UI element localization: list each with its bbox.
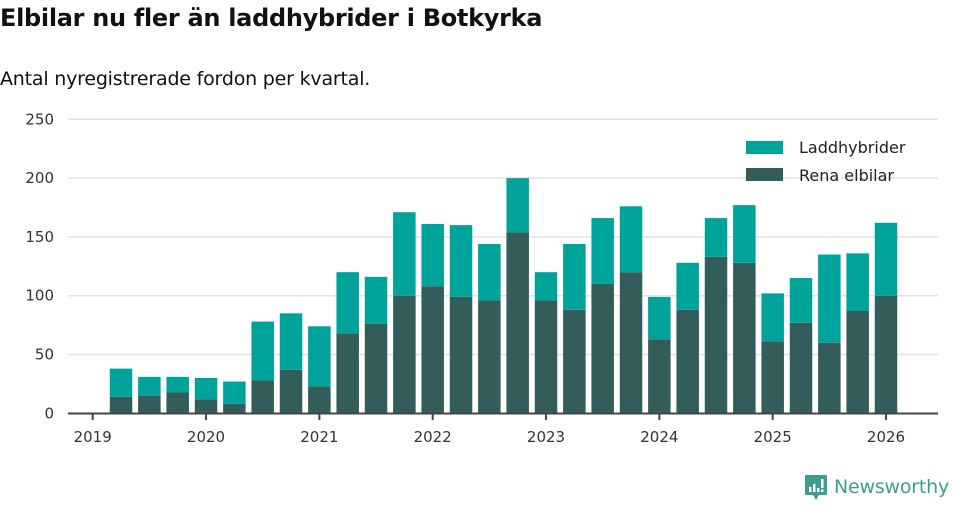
bar-segment	[194, 378, 218, 400]
y-tick-label: 0	[44, 404, 54, 422]
legend-swatch-laddhybrider	[746, 141, 783, 154]
bar-segment	[648, 296, 671, 340]
bar-segment	[364, 276, 388, 324]
bar-segment	[308, 386, 331, 414]
bar-segment	[421, 286, 444, 414]
bar-segment	[138, 376, 161, 396]
bar-segment	[251, 380, 274, 414]
bar-segment	[818, 254, 841, 343]
x-tick-label: 2023	[527, 428, 565, 446]
bar-segment	[279, 313, 303, 370]
x-tick-label: 2022	[414, 428, 452, 446]
y-tick-label: 200	[25, 169, 54, 187]
chart-title: Elbilar nu fler än laddhybrider i Botkyr…	[0, 4, 543, 32]
y-tick-label: 50	[35, 346, 54, 364]
bar-segment	[619, 272, 643, 414]
bar-segment	[591, 283, 614, 414]
bar-segment	[138, 395, 161, 414]
x-tick-label: 2019	[74, 428, 112, 446]
bar-segment	[506, 232, 529, 414]
newsworthy-logo: Newsworthy	[804, 474, 949, 500]
legend-label-rena-elbilar: Rena elbilar	[799, 166, 894, 185]
y-tick-label: 100	[25, 287, 54, 305]
bar-segment	[676, 262, 699, 310]
bar-segment	[761, 293, 784, 342]
x-tick-label: 2025	[754, 428, 792, 446]
x-axis-ticks: 2019 2020 2021 2022 2023 2024 2025 2026	[74, 413, 905, 446]
bar-segment	[393, 295, 416, 414]
legend: Laddhybrider Rena elbilar	[746, 138, 906, 185]
bar-segment	[251, 321, 274, 381]
bar-segment	[534, 300, 558, 414]
bar-segment	[648, 339, 671, 414]
legend-label-laddhybrider: Laddhybrider	[799, 138, 906, 157]
bar-segment	[166, 392, 189, 414]
bar-segment	[818, 342, 841, 414]
x-tick-label: 2021	[300, 428, 338, 446]
bar-segment	[733, 262, 756, 414]
bar-segment	[619, 206, 643, 273]
chart-subtitle: Antal nyregistrerade fordon per kvartal.	[0, 68, 371, 90]
bar-segment	[874, 295, 898, 414]
bar-segment	[308, 326, 331, 387]
bar-segment	[789, 322, 813, 414]
bar-segment	[449, 225, 473, 297]
y-tick-label: 150	[25, 228, 54, 246]
bar-segment	[336, 272, 359, 334]
bar-segment	[364, 323, 388, 414]
bar-segment	[109, 396, 133, 414]
bar-segment	[563, 243, 586, 310]
bar-segment	[534, 272, 558, 301]
bar-segment	[874, 222, 898, 296]
bar-segment	[846, 310, 869, 414]
bar-segment	[789, 278, 813, 323]
bars	[109, 178, 898, 414]
y-axis-labels: 0 50 100 150 200 250	[25, 110, 54, 422]
x-tick-label: 2024	[640, 428, 678, 446]
bar-segment	[109, 368, 133, 397]
bar-segment	[761, 341, 784, 414]
bar-segment	[166, 376, 189, 393]
bar-segment	[393, 212, 416, 296]
bar-segment	[421, 223, 444, 287]
bar-segment	[676, 309, 699, 414]
bar-segment	[733, 205, 756, 263]
bar-segment	[336, 333, 359, 414]
bar-segment	[223, 403, 246, 414]
bar-segment	[846, 253, 869, 311]
newsworthy-logo-text: Newsworthy	[834, 476, 950, 498]
bar-segment	[704, 218, 728, 257]
legend-swatch-rena-elbilar	[746, 168, 783, 181]
bar-segment	[449, 296, 473, 414]
bar-segment	[506, 178, 529, 233]
bar-segment	[591, 218, 614, 284]
bar-segment	[704, 256, 728, 414]
x-tick-label: 2026	[867, 428, 905, 446]
bar-segment	[478, 300, 501, 414]
bar-segment	[194, 399, 218, 414]
y-tick-label: 250	[25, 110, 54, 128]
bar-segment	[563, 309, 586, 414]
bar-segment	[478, 243, 501, 301]
x-tick-label: 2020	[187, 428, 225, 446]
newsworthy-logo-icon	[804, 474, 828, 500]
bar-segment	[279, 369, 303, 414]
bar-segment	[223, 381, 246, 404]
